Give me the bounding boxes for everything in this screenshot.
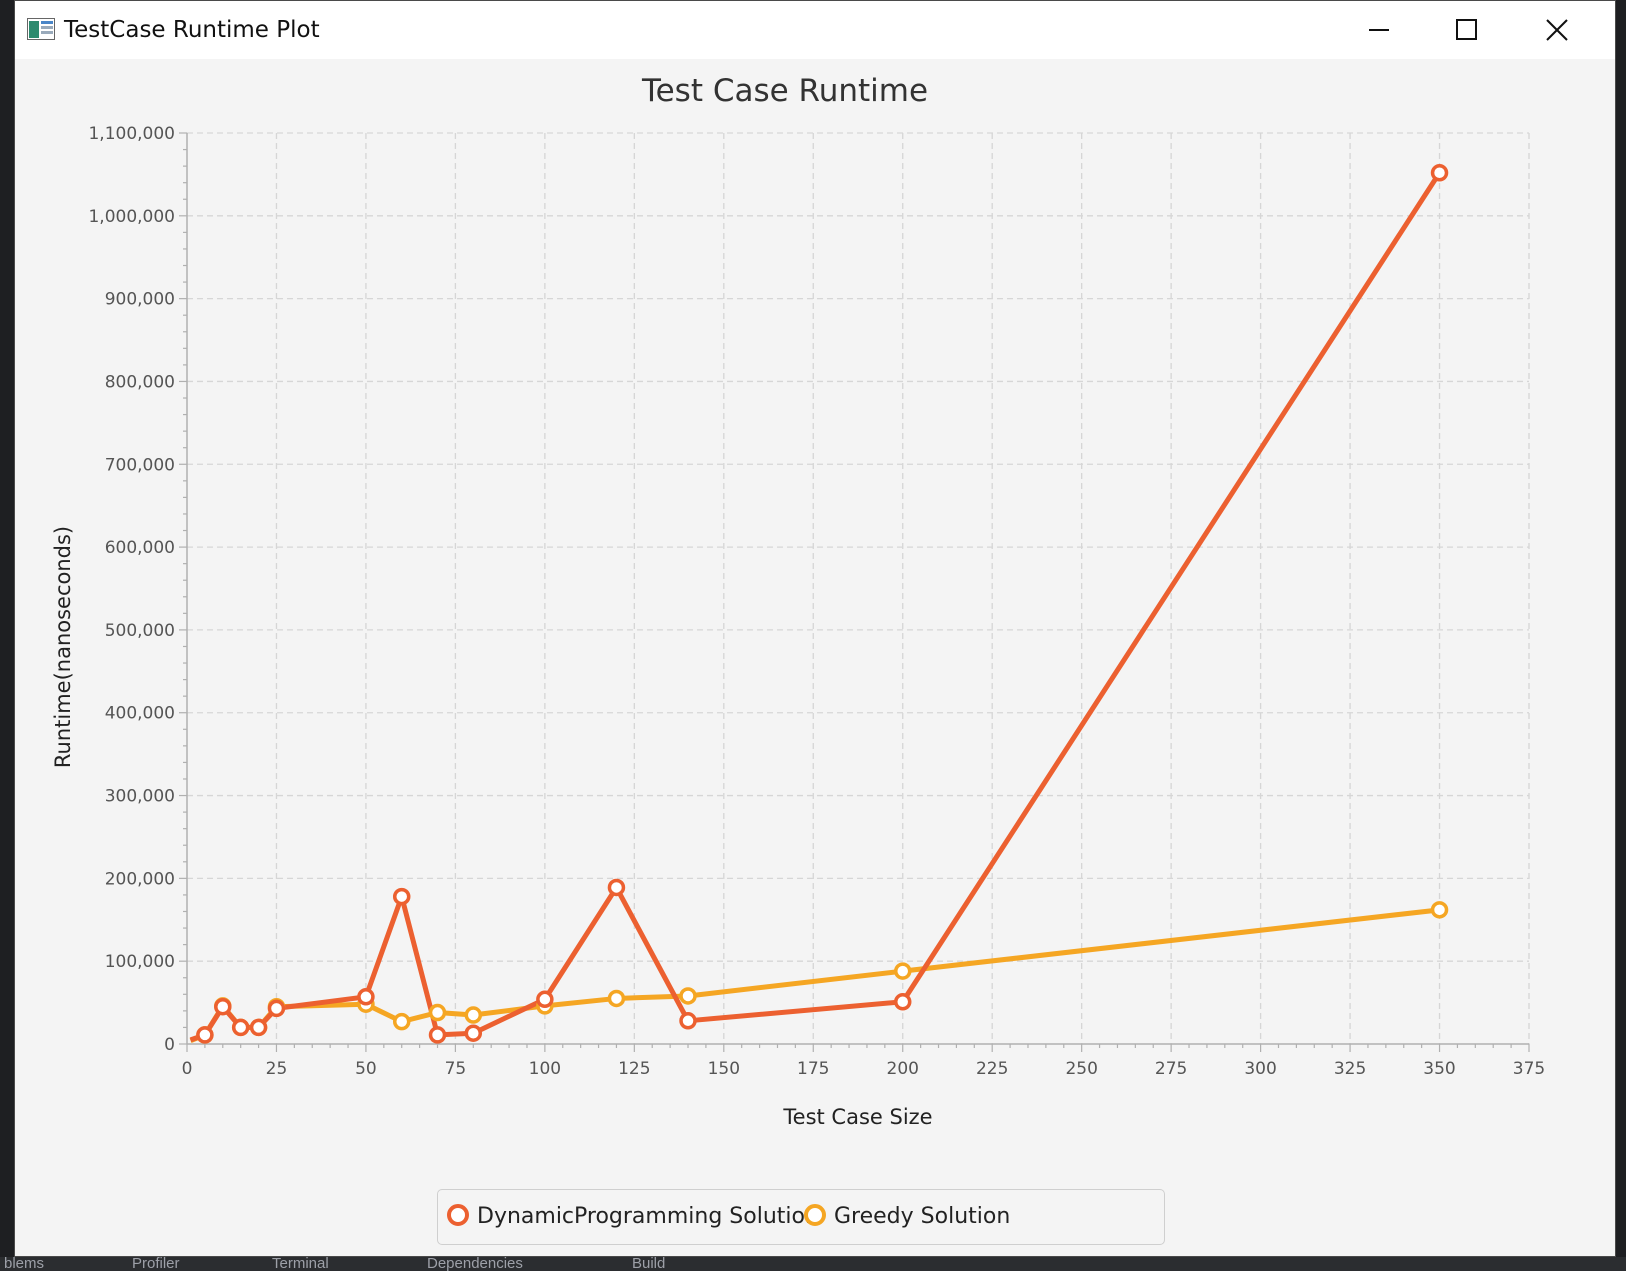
legend-label-greedy: Greedy Solution: [834, 1204, 1011, 1229]
y-tick-label: 700,000: [105, 455, 175, 475]
data-point-dp: [679, 1012, 697, 1030]
bg-tab-terminal[interactable]: Terminal: [272, 1257, 329, 1271]
data-point-greedy: [607, 989, 626, 1008]
y-tick-label: 1,100,000: [88, 124, 175, 144]
data-point-dp: [428, 1026, 447, 1044]
bg-tab-build[interactable]: Build: [632, 1257, 666, 1271]
data-point-dp: [231, 1018, 250, 1037]
y-tick-label: 0: [164, 1035, 175, 1055]
x-tick-label: 75: [445, 1059, 467, 1079]
series-layer: [189, 164, 1449, 1044]
grid-lines: [187, 132, 1530, 1044]
chart-title: Test Case Runtime: [641, 73, 928, 109]
x-tick-label: 250: [1065, 1059, 1097, 1079]
data-point-dp: [267, 999, 286, 1018]
data-point-dp: [249, 1018, 268, 1037]
background-ide-toolbar: blems Profiler Terminal Dependencies Bui…: [0, 1257, 1626, 1271]
data-point-greedy: [392, 1012, 411, 1031]
y-tick-label: 300,000: [105, 787, 175, 807]
legend-item-greedy[interactable]: Greedy Solution: [804, 1190, 1010, 1244]
bg-tab-dependencies[interactable]: Dependencies: [427, 1257, 523, 1271]
x-tick-label: 375: [1513, 1059, 1545, 1079]
legend-label-dp: DynamicProgramming Solution: [477, 1204, 819, 1229]
data-point-dp: [214, 997, 232, 1016]
x-tick-label: 0: [182, 1059, 193, 1079]
x-tick-label: 225: [976, 1059, 1008, 1079]
maximize-icon: [1456, 19, 1477, 40]
title-bar[interactable]: TestCase Runtime Plot: [15, 1, 1615, 59]
y-tick-label: 200,000: [105, 869, 175, 889]
data-point-greedy: [893, 962, 912, 980]
x-tick-label: 275: [1155, 1059, 1187, 1079]
data-point-dp: [607, 878, 626, 897]
close-icon: [1546, 19, 1568, 41]
bg-tab-profiler[interactable]: Profiler: [132, 1257, 180, 1271]
x-tick-label: 125: [618, 1059, 650, 1079]
x-tick-label: 100: [529, 1059, 561, 1079]
y-tick-label: 100,000: [105, 952, 175, 972]
y-tick-label: 500,000: [105, 621, 175, 641]
x-tick-label: 175: [797, 1059, 829, 1079]
y-tick-label: 400,000: [105, 704, 175, 724]
y-tick-label: 1,000,000: [88, 207, 175, 227]
data-point-dp: [1430, 164, 1449, 182]
y-tick-label: 600,000: [105, 538, 175, 558]
background-ide-right-edge: [1616, 0, 1626, 1271]
x-tick-label: 350: [1423, 1059, 1455, 1079]
x-axis-label: Test Case Size: [782, 1105, 932, 1129]
background-ide-left-edge: [0, 0, 14, 1271]
close-button[interactable]: [1511, 1, 1603, 59]
legend-item-dp[interactable]: DynamicProgramming Solution: [447, 1190, 819, 1244]
runtime-line-chart: Test Case Runtime 0 100,000 200,000 300,000…: [51, 73, 1545, 1129]
data-point-greedy: [428, 1003, 447, 1022]
app-icon: [27, 18, 55, 40]
window-title: TestCase Runtime Plot: [64, 17, 320, 43]
minimize-button[interactable]: [1333, 1, 1425, 59]
y-tick-label: 900,000: [105, 290, 175, 310]
x-tick-label: 50: [355, 1059, 377, 1079]
data-point-greedy: [1430, 901, 1449, 919]
y-axis-label: Runtime(nanoseconds): [51, 526, 75, 768]
data-point-dp: [536, 990, 554, 1009]
data-point-greedy: [464, 1006, 483, 1024]
x-tick-label: 150: [708, 1059, 740, 1079]
series-line-greedy: [189, 907, 1440, 1044]
data-point-greedy: [679, 987, 697, 1005]
x-tick-label: 200: [887, 1059, 919, 1079]
x-tick-label: 325: [1334, 1059, 1366, 1079]
legend-marker-greedy: [804, 1204, 826, 1226]
data-point-dp: [392, 887, 411, 906]
x-tick-label: 25: [266, 1059, 288, 1079]
series-line-dp: [189, 171, 1442, 1043]
minimize-icon: [1369, 29, 1389, 31]
data-point-dp: [196, 1026, 214, 1044]
chart-legend: DynamicProgramming Solution Greedy Solut…: [437, 1189, 1165, 1245]
legend-marker-dp: [447, 1204, 469, 1226]
data-point-dp: [464, 1024, 483, 1042]
maximize-button[interactable]: [1421, 1, 1513, 59]
data-point-dp: [357, 988, 375, 1006]
bg-tab-problems[interactable]: blems: [4, 1257, 45, 1271]
axes: 0 100,000 200,000 300,000 400,000 500,000 600,…: [88, 124, 1545, 1079]
y-tick-label: 800,000: [105, 372, 175, 392]
plot-window: TestCase Runtime Plot Test Case Runtime …: [14, 0, 1616, 1257]
x-tick-label: 300: [1244, 1059, 1276, 1079]
data-point-dp: [893, 993, 912, 1011]
